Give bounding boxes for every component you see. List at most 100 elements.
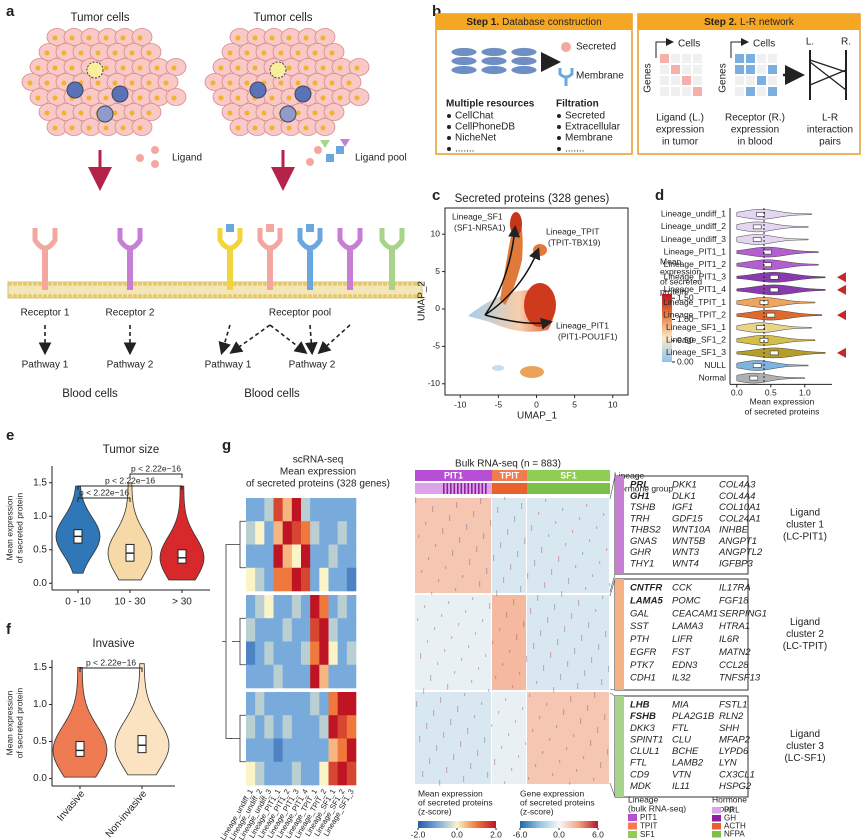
legend-swatch — [628, 822, 637, 830]
heatmap-cell — [264, 664, 274, 689]
special-cell — [294, 85, 312, 103]
lipid-head — [53, 282, 57, 286]
nucleus — [95, 80, 101, 86]
gene: INHBE — [719, 525, 749, 536]
heatmap-cell — [291, 761, 302, 786]
x-tick-label: > 30 — [172, 597, 192, 608]
y-tick-label: 0 — [435, 303, 440, 313]
violin — [736, 322, 812, 333]
texture — [507, 529, 509, 532]
annotation: Lineage_TPIT — [546, 226, 599, 236]
texture — [446, 770, 448, 773]
heatmap-cell — [310, 692, 320, 716]
lipid-head — [368, 294, 372, 298]
heatmap-cell — [291, 738, 302, 763]
x-tick-label: 10 - 30 — [114, 597, 146, 608]
texture — [493, 555, 495, 558]
grid-cell — [757, 87, 766, 96]
texture — [477, 750, 479, 753]
heatmap-cell — [264, 761, 274, 786]
lipid-head — [68, 282, 72, 286]
heatmap-cell — [319, 692, 329, 716]
cluster-label: Ligand — [790, 617, 820, 628]
texture — [487, 775, 489, 778]
texture — [597, 730, 599, 733]
x-axis-label: of secreted proteins — [745, 406, 820, 416]
y-tick-label: -10 — [428, 378, 441, 388]
texture — [460, 744, 462, 747]
hormone-bar — [527, 483, 610, 494]
texture — [526, 659, 528, 662]
texture — [421, 570, 423, 573]
x-tick-label: Invasive — [55, 788, 87, 824]
colorbar-title: of secreted — [660, 276, 702, 286]
lipid-head — [248, 282, 252, 286]
texture — [523, 624, 525, 627]
cluster-label: Ligand — [790, 508, 820, 519]
texture — [429, 758, 431, 761]
texture — [498, 711, 500, 714]
grid-cell — [682, 54, 691, 63]
annotation: Lineage_SF1 — [452, 211, 503, 221]
lipid-head — [203, 294, 207, 298]
legend-swatch — [712, 807, 721, 814]
lipid-head — [243, 294, 247, 298]
gene: SPINT1 — [630, 734, 663, 745]
texture — [585, 587, 587, 590]
lipid-head — [33, 282, 37, 286]
texture — [430, 675, 432, 678]
annotation: (SF1-NR5A1) — [454, 222, 506, 232]
lipid-head — [363, 282, 367, 286]
texture — [442, 528, 444, 531]
heatmap-cell — [282, 761, 293, 786]
median-box — [763, 249, 772, 255]
list-item: Extracellular — [565, 122, 621, 133]
gene: COL4A4 — [719, 491, 755, 502]
violin — [736, 259, 819, 270]
x-axis-label: UMAP_1 — [517, 411, 557, 422]
panel-label: b — [432, 3, 441, 20]
nucleus — [252, 125, 258, 131]
nucleus — [320, 65, 326, 71]
texture — [578, 603, 580, 606]
gene: POMC — [672, 595, 701, 606]
receptor-arm — [217, 228, 243, 251]
violin — [736, 309, 823, 321]
texture — [472, 597, 474, 600]
list-item: Membrane — [565, 133, 613, 144]
lipid-head — [368, 282, 372, 286]
nucleus — [320, 35, 326, 41]
gene: SERPING1 — [719, 608, 767, 619]
median-box — [756, 325, 765, 331]
list-item: ....... — [455, 144, 474, 155]
nucleus — [312, 50, 318, 56]
heatmap-cell — [282, 641, 293, 666]
texture — [486, 568, 488, 571]
texture — [476, 546, 478, 549]
texture — [423, 691, 425, 694]
axis-text: Genes — [643, 63, 654, 92]
median-box — [766, 312, 776, 318]
texture — [477, 753, 479, 756]
lipid-head — [263, 294, 267, 298]
texture — [506, 615, 508, 618]
list-item: ....... — [565, 144, 584, 155]
lipid-head — [103, 294, 107, 298]
heatmap-cell — [255, 567, 265, 592]
gene: DKK1 — [672, 480, 697, 491]
lipid-head — [418, 294, 422, 298]
y-tick-label: 1.0 — [33, 699, 47, 710]
lipid-head — [13, 282, 17, 286]
bullet — [557, 136, 561, 140]
heatmap-cell — [346, 618, 357, 642]
gene: FSTL1 — [719, 700, 748, 711]
gene: MIA — [672, 700, 689, 711]
texture — [428, 557, 430, 560]
gene: COL10A1 — [719, 502, 761, 513]
lipid-head — [413, 282, 417, 286]
texture — [440, 700, 442, 703]
lipid-head — [333, 282, 337, 286]
grid-cell — [693, 87, 702, 96]
median-box — [763, 262, 772, 268]
